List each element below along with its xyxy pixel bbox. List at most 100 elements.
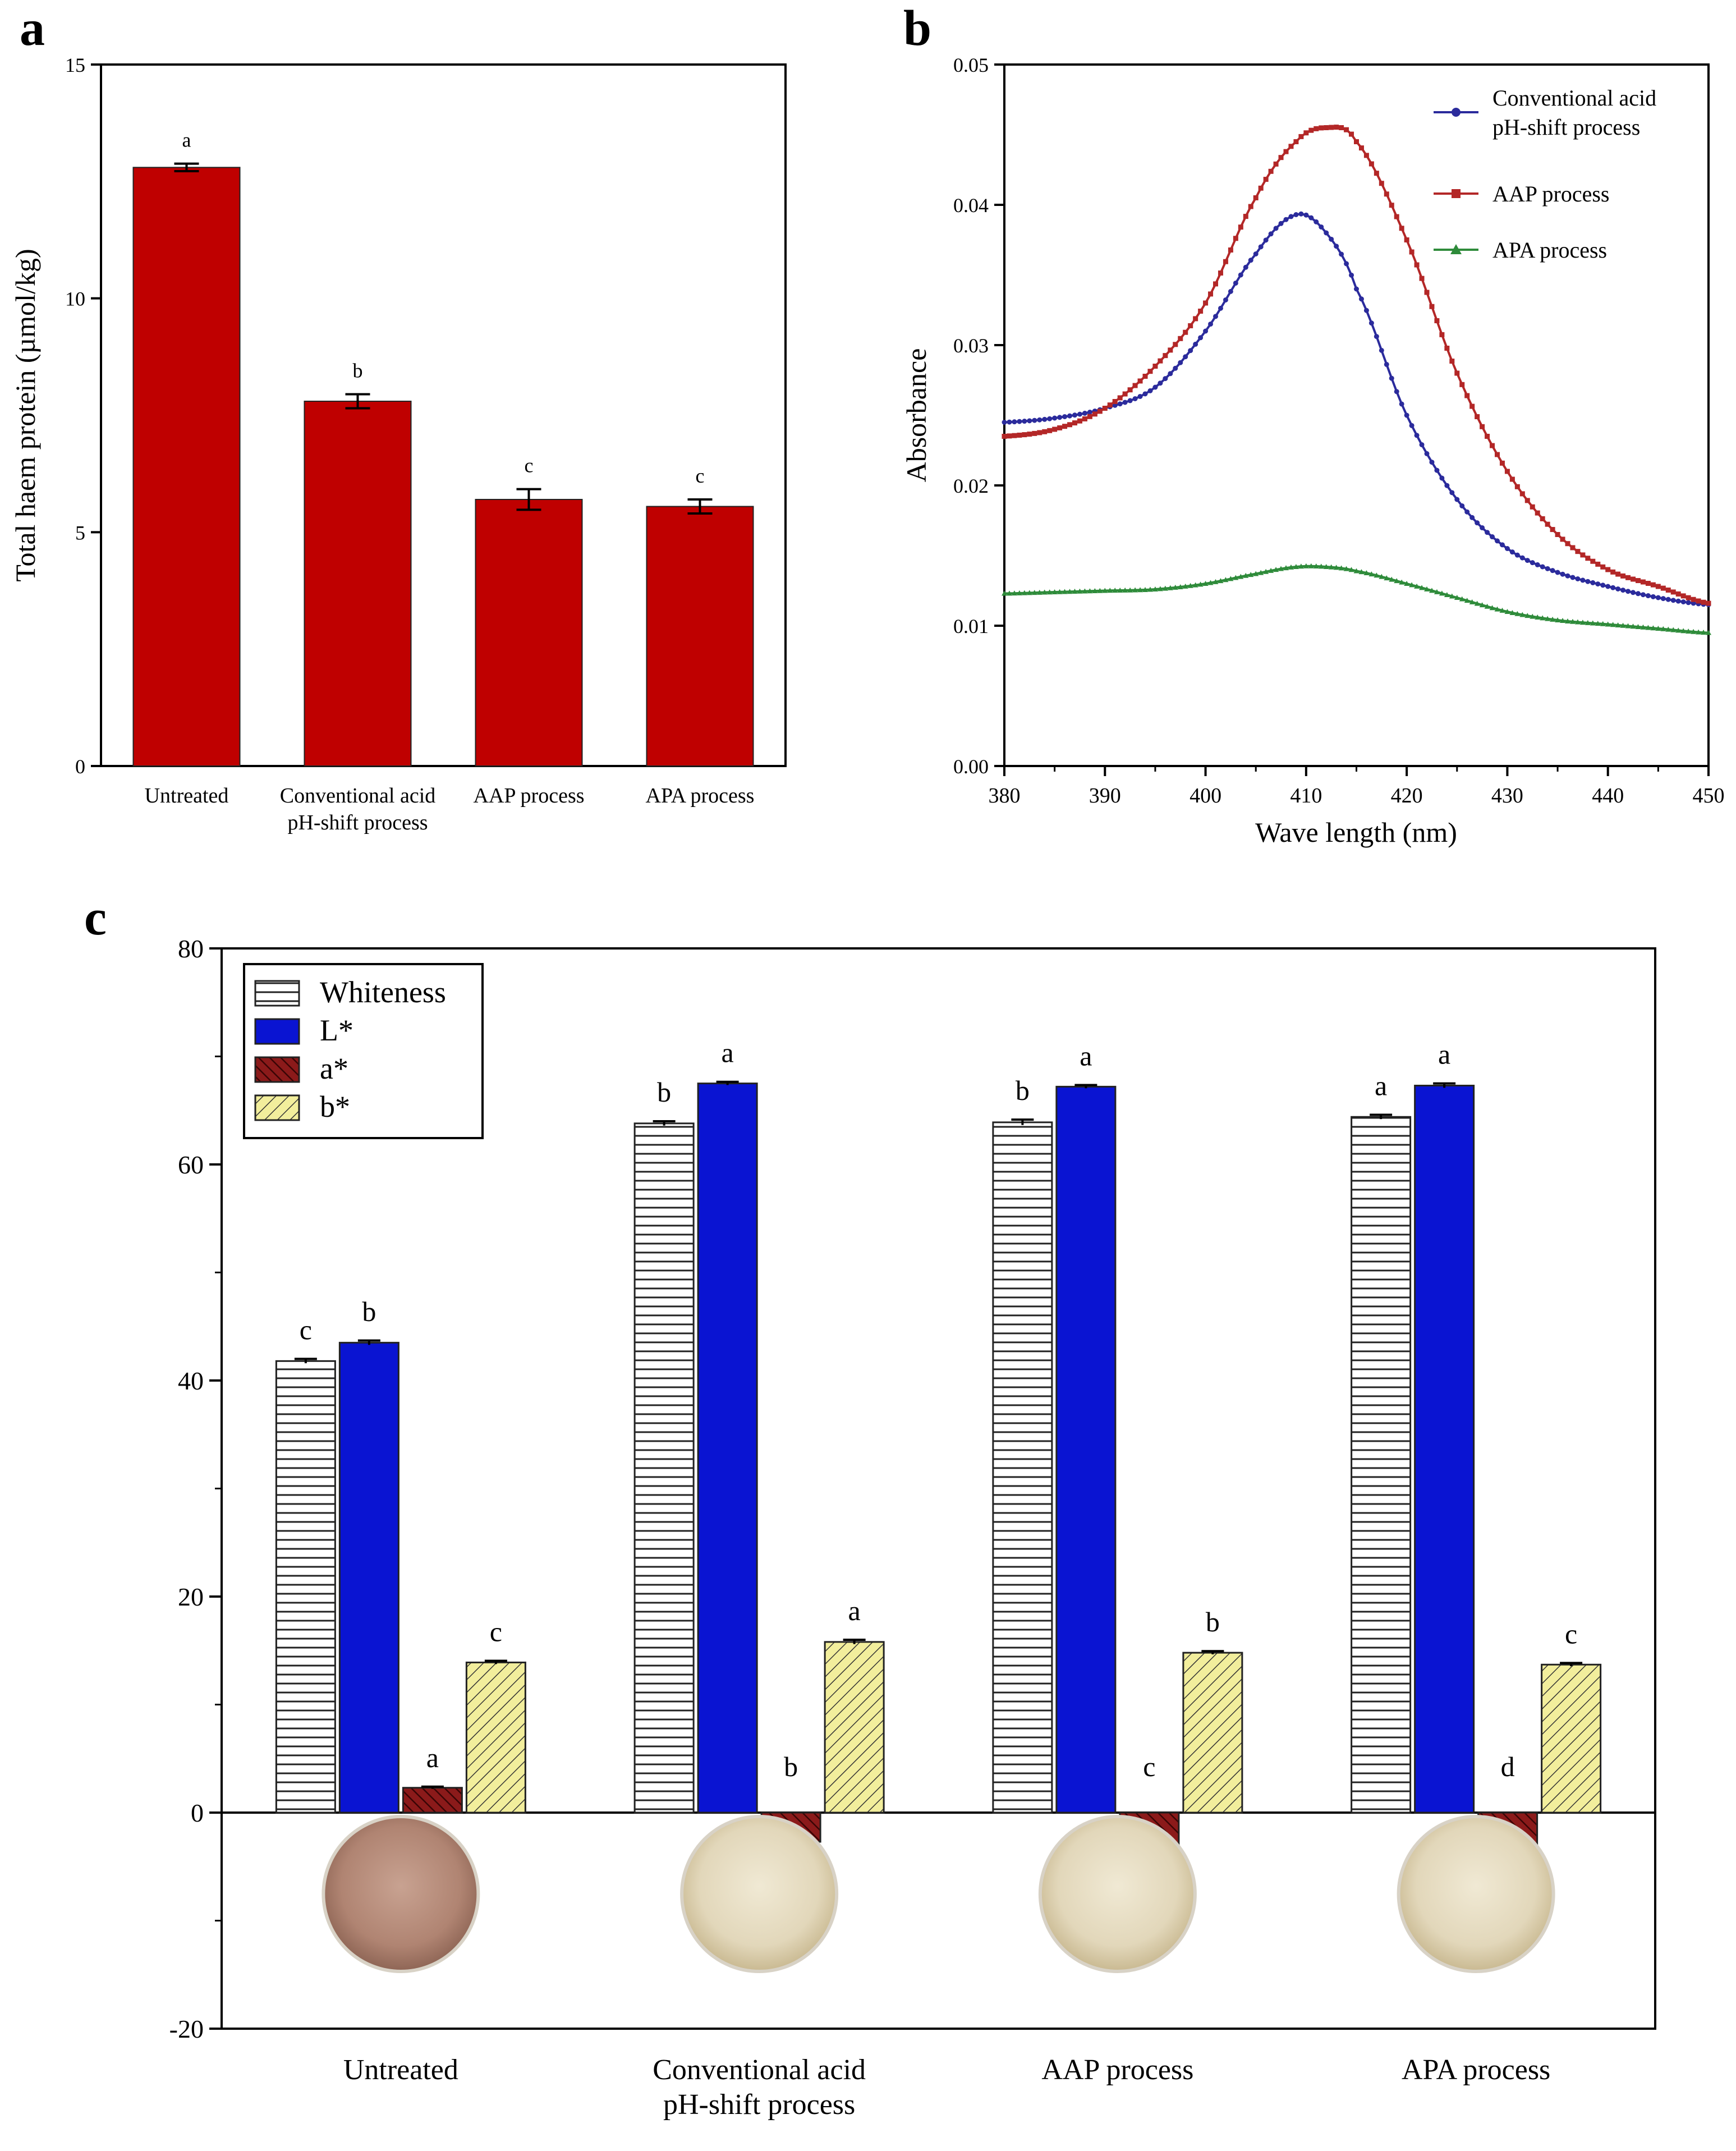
data-point [1479,602,1485,608]
data-point [1404,581,1410,586]
category-label: pH-shift process [287,811,428,834]
data-point [1675,627,1682,633]
data-point [1595,581,1601,587]
category-label: Untreated [145,784,229,808]
data-point [1167,585,1173,590]
data-point [1318,563,1324,569]
panel-letter-b: b [903,1,931,56]
data-point [1158,358,1163,364]
data-point [1062,414,1068,419]
data-point [1409,249,1414,255]
data-point [1238,224,1243,230]
data-point [1334,125,1339,130]
data-point [1112,402,1118,408]
data-point [1585,556,1591,561]
data-point [1067,422,1073,428]
data-point [1579,620,1586,625]
data-point [1665,626,1671,632]
data-point [1399,579,1405,585]
data-point [1329,125,1334,130]
data-point [1429,460,1435,465]
data-point [1172,584,1178,590]
bar-whiteness [1351,1116,1412,1814]
data-point [1560,536,1565,542]
data-point [1319,125,1324,131]
data-point [1625,589,1631,594]
data-point [1706,630,1711,635]
data-point [1605,584,1611,589]
data-point [1565,541,1570,547]
data-point [1041,589,1048,595]
data-point [1002,590,1007,596]
data-point [1007,419,1012,425]
data-point [1655,626,1661,631]
data-point [1193,341,1198,347]
data-point [1680,593,1686,599]
significance-letter: b [353,360,363,382]
data-point [1575,549,1581,554]
data-point [1605,567,1611,572]
data-point [1137,393,1143,399]
data-point [1444,346,1450,351]
data-point [1480,424,1485,429]
data-point [1555,570,1560,575]
data-point [1449,359,1455,364]
data-point [1701,630,1707,635]
data-point [1631,590,1636,595]
data-point [1253,571,1259,576]
x-tick-label: 380 [989,784,1021,808]
data-point [1550,568,1555,574]
data-point [1494,606,1500,612]
data-point [1560,618,1566,623]
data-point [1550,527,1555,533]
data-point [1379,574,1385,579]
data-point [1248,258,1253,263]
data-point [1026,590,1032,595]
data-point [1444,483,1450,488]
data-point [1208,291,1214,297]
sample-photo [1397,1815,1555,1973]
data-point [1595,561,1601,567]
data-point [1343,566,1349,571]
data-point [1374,171,1379,176]
data-point [1197,581,1204,587]
data-point [1117,587,1123,593]
data-point [1032,418,1037,423]
category-label: APA process [1402,2054,1550,2086]
data-point [1328,564,1334,570]
data-point [1152,384,1158,390]
data-point [1077,588,1083,594]
data-point [1509,549,1515,555]
data-point [1258,244,1264,250]
significance-letter: b [362,1296,376,1327]
bar-groups: c b a c b a b a b a c b a a d c [275,1037,1602,1851]
bar [646,506,754,767]
data-point [1363,570,1370,575]
data-point [1021,590,1027,595]
data-point [1042,429,1048,434]
panel-a: 0 5 10 15 a b c c Untreated Conventional acid pH… [10,54,787,834]
data-point [1112,399,1118,404]
data-point [1228,576,1234,581]
legend-swatch [254,1056,300,1083]
data-point [1293,139,1299,144]
data-point [1610,585,1616,590]
data-point [1519,612,1526,617]
significance-letter: b [784,1751,798,1782]
data-point [1067,589,1073,594]
data-point [1182,583,1188,589]
data-point [1519,491,1525,497]
data-point [1675,591,1681,597]
data-point [1243,214,1248,219]
data-point [1117,395,1123,401]
data-point [1565,618,1570,623]
data-point [1389,375,1394,381]
significance-letter: a [182,129,191,152]
data-point [1454,497,1460,502]
data-point [1429,588,1435,593]
data-point [1485,530,1490,535]
data-point [1152,364,1158,369]
data-point [1022,419,1027,424]
data-point [1177,584,1183,589]
